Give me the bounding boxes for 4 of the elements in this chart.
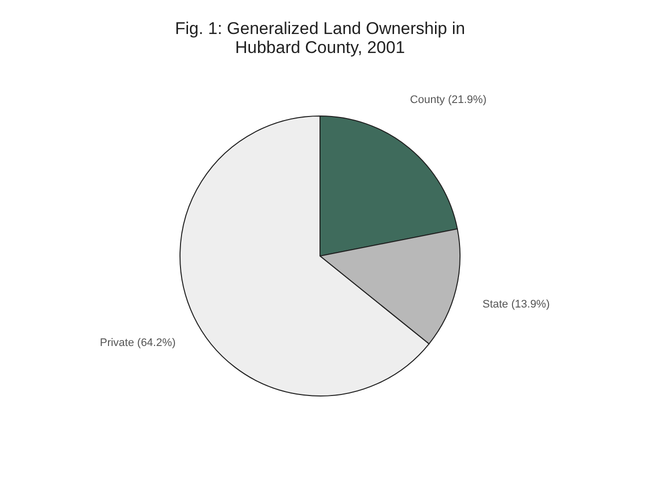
chart-title: Fig. 1: Generalized Land Ownership in Hubbard County, 2001 (174, 19, 466, 57)
slice-label: Private (64.2%) (100, 337, 176, 350)
slice-label: State (13.9%) (482, 298, 550, 310)
slice-label: County (21.9%) (410, 94, 486, 106)
